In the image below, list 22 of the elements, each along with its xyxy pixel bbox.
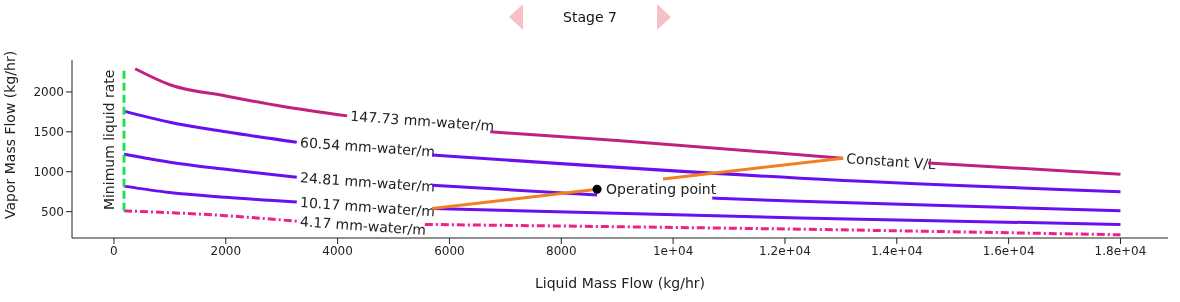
y-tick-label: 1500	[33, 125, 64, 140]
x-tick-label: 8000	[546, 243, 577, 258]
x-tick-label: 2000	[210, 243, 242, 258]
x-tick-label: 1.4e+04	[870, 243, 923, 258]
series-label: 24.81 mm-water/m	[299, 169, 436, 195]
y-tick-label: 2000	[33, 85, 64, 100]
x-tick-label: 1.8e+04	[1094, 243, 1147, 258]
y-axis-title: Vapor Mass Flow (kg/hr)	[1, 50, 18, 219]
x-tick-label: 1e+04	[652, 243, 694, 258]
x-tick-label: 1.2e+04	[759, 243, 811, 258]
x-axis-title: Liquid Mass Flow (kg/hr)	[534, 275, 706, 291]
x-tick-label: 1.6e+04	[982, 243, 1035, 258]
series-label: Operating point	[606, 181, 717, 198]
x-tick-label: 4000	[322, 243, 353, 258]
chart-title: Stage 7	[563, 9, 617, 25]
x-tick-label: 0	[110, 243, 118, 258]
y-tick-label: 1000	[33, 165, 64, 180]
series-label: 60.54 mm-water/m	[299, 134, 436, 160]
text: Minimum liquid rate	[101, 69, 117, 211]
y-tick-label: 500	[41, 204, 64, 219]
x-tick-label: 6000	[434, 243, 465, 258]
series-label: 147.73 mm-water/m	[349, 107, 495, 134]
